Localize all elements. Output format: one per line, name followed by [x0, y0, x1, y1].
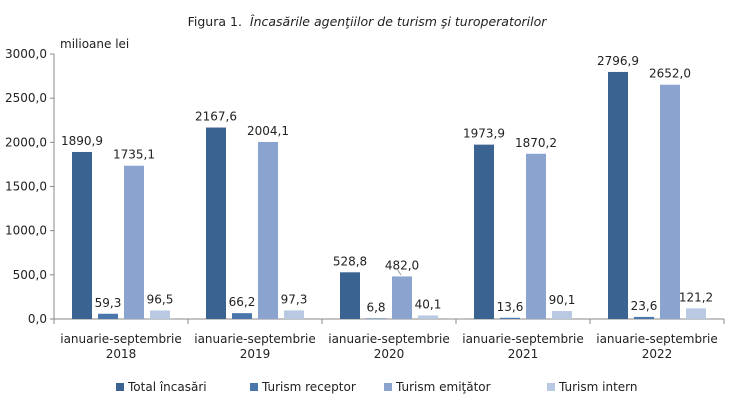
legend-swatch	[547, 383, 555, 391]
y-tick-label: 1000,0	[5, 224, 47, 238]
data-label: 66,2	[229, 295, 256, 309]
y-tick-label: 3000,0	[5, 47, 47, 61]
data-label: 40,1	[415, 297, 442, 311]
data-label: 1870,2	[515, 136, 557, 150]
data-label: 121,2	[679, 290, 713, 304]
y-tick-label: 1500,0	[5, 180, 47, 194]
legend-label: Turism intern	[558, 380, 638, 394]
bars	[72, 71, 706, 320]
x-category-label: 2021	[508, 347, 539, 361]
data-label: 2004,1	[247, 124, 289, 138]
data-label: 1735,1	[113, 148, 155, 162]
legend-swatch	[384, 383, 392, 391]
bar	[366, 318, 386, 319]
chart-title: Figura 1. Încasările agenţiilor de turis…	[188, 14, 548, 29]
bar	[686, 308, 706, 319]
bar	[474, 144, 494, 319]
bar	[150, 310, 170, 319]
x-category-label: ianuarie-septembrie	[328, 332, 450, 346]
data-label: 13,6	[497, 300, 524, 314]
x-category-label: ianuarie-septembrie	[60, 332, 182, 346]
bar	[634, 316, 654, 319]
bar	[258, 141, 278, 319]
data-label: 2796,9	[597, 54, 639, 68]
y-axis: 0,0 500,0 1000,0 1500,0 2000,0 2500,0 3000,0	[5, 47, 55, 326]
legend: Total încasări Turism receptor Turism emiţ…	[116, 380, 638, 394]
data-label: 90,1	[549, 293, 576, 307]
legend-label: Turism receptor	[261, 380, 356, 394]
data-label: 59,3	[95, 296, 122, 310]
legend-swatch	[250, 383, 258, 391]
data-label: 528,8	[333, 254, 367, 268]
chart-title-text: Încasările agenţiilor de turism şi turop…	[250, 14, 547, 29]
bar	[72, 151, 92, 319]
data-label: 1890,9	[61, 134, 103, 148]
y-tick-label: 500,0	[13, 268, 47, 282]
bar	[660, 84, 680, 320]
leader-line	[396, 268, 402, 276]
x-category-label: 2018	[106, 347, 137, 361]
data-label: 97,3	[281, 292, 308, 306]
y-tick-label: 2000,0	[5, 135, 47, 149]
data-label: 1973,9	[463, 127, 505, 141]
bar	[526, 153, 546, 319]
bar	[608, 71, 628, 320]
x-category-label: 2019	[240, 347, 271, 361]
bar	[418, 315, 438, 319]
bar	[340, 272, 360, 319]
x-category-label: 2020	[374, 347, 405, 361]
data-label: 6,8	[366, 300, 385, 314]
y-tick-label: 0,0	[28, 312, 47, 326]
x-category-label: ianuarie-septembrie	[194, 332, 316, 346]
legend-swatch	[116, 383, 124, 391]
chart-title-prefix: Figura 1.	[188, 14, 242, 29]
x-axis: ianuarie-septembrie2018ianuarie-septembr…	[53, 318, 725, 361]
bar	[552, 311, 572, 319]
data-labels: 1890,9 2167,6 528,8 1973,9 2796,9 59,3 66,2 6,8…	[61, 54, 713, 314]
data-label: 2167,6	[195, 110, 237, 124]
x-category-label: 2022	[642, 347, 673, 361]
bar	[232, 313, 252, 319]
legend-label: Total încasări	[127, 380, 207, 394]
bar	[284, 310, 304, 319]
x-category-label: ianuarie-septembrie	[596, 332, 718, 346]
bar	[500, 317, 520, 319]
y-tick-label: 2500,0	[5, 91, 47, 105]
bar	[392, 276, 412, 319]
bar	[98, 313, 118, 319]
bar	[124, 165, 144, 319]
bar	[206, 127, 226, 320]
data-label: 2652,0	[649, 67, 691, 81]
data-label: 96,5	[147, 292, 174, 306]
data-label: 23,6	[631, 299, 658, 313]
y-axis-label: milioane lei	[60, 37, 129, 51]
legend-label: Turism emiţător	[395, 380, 491, 394]
data-label: 482,0	[385, 258, 419, 272]
x-category-label: ianuarie-septembrie	[462, 332, 584, 346]
